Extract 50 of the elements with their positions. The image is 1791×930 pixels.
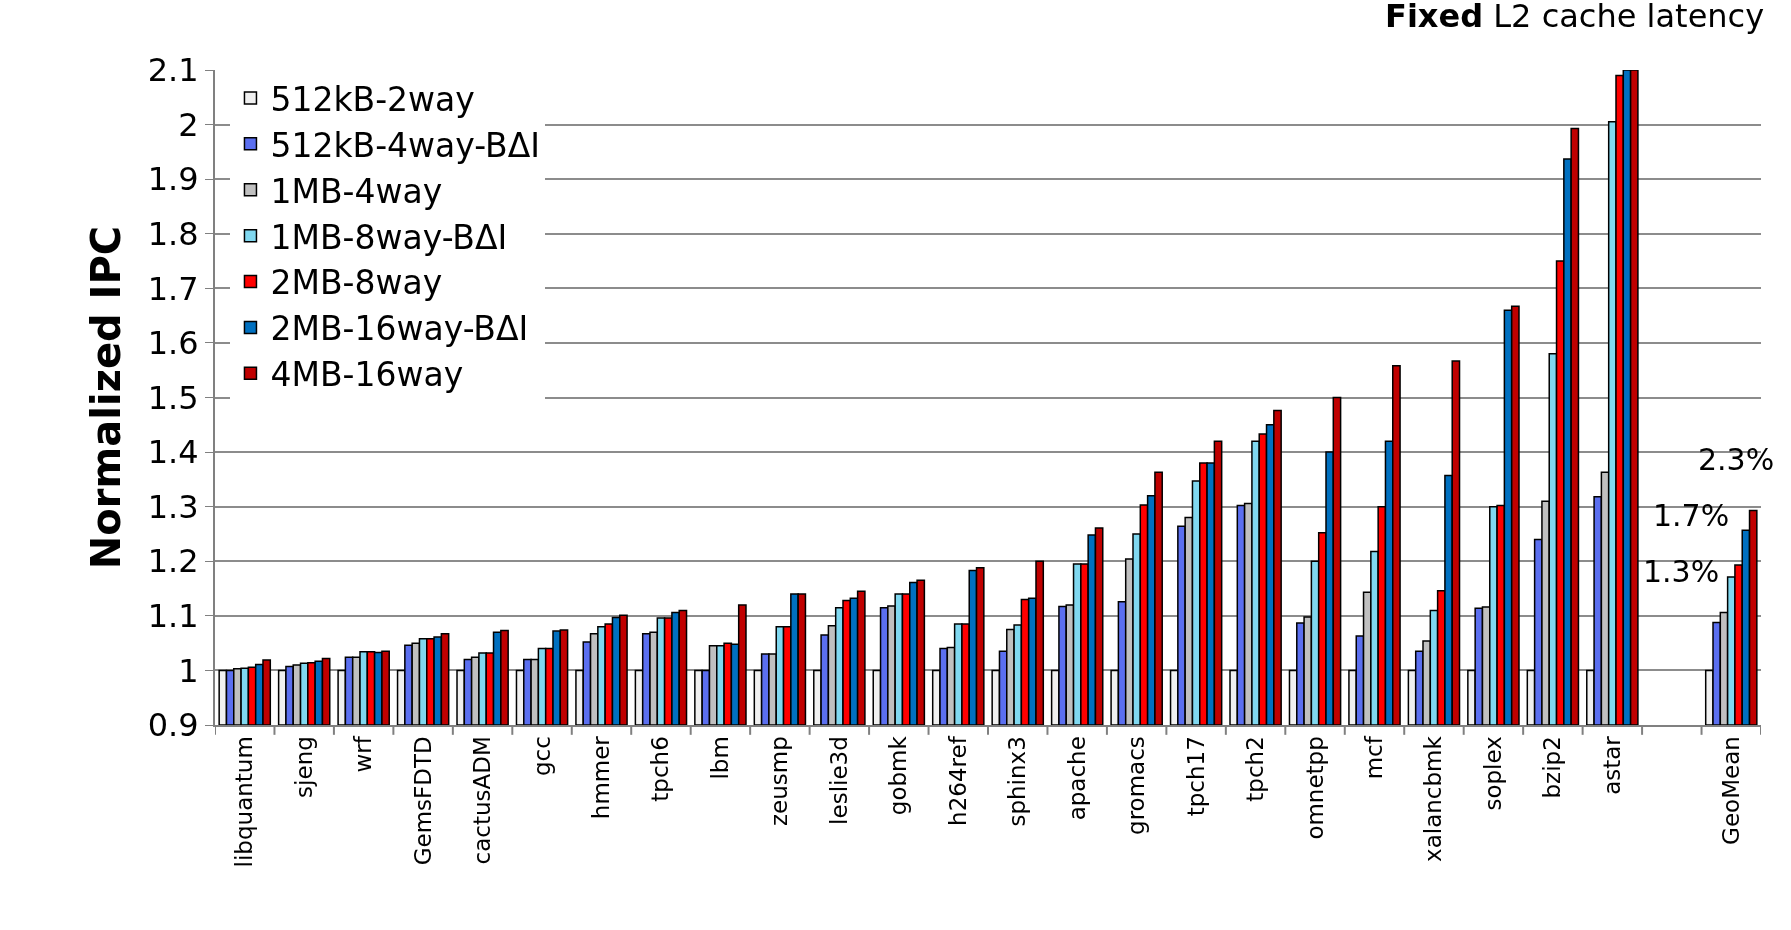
x-tick-label: h264ref — [944, 735, 971, 826]
x-tick-label: sjeng — [290, 736, 317, 798]
y-tick-label: 1.5 — [147, 378, 199, 417]
x-tick-label: gcc — [528, 736, 555, 777]
x-tick-label: apache — [1063, 736, 1090, 821]
x-tick-label: sphinx3 — [1004, 736, 1031, 827]
x-tick-label: astar — [1598, 735, 1625, 795]
y-axis-title: Normalized IPC — [82, 225, 129, 570]
x-tick-label: tpch6 — [647, 736, 674, 802]
legend-label: 2MB-8way — [270, 263, 443, 303]
y-tick-label: 1.8 — [147, 214, 199, 253]
annotation: 2.3% — [1698, 442, 1775, 477]
x-tick-label: gromacs — [1123, 736, 1150, 835]
x-tick-label: soplex — [1479, 736, 1506, 811]
legend-label: 1MB-8way-BΔI — [270, 217, 508, 257]
y-tick-label: 1.7 — [147, 269, 199, 308]
x-tick-label: GeoMean — [1717, 736, 1744, 845]
annotation: 1.3% — [1643, 554, 1720, 589]
chart-title: Fixed L2 cache latency — [1385, 0, 1765, 36]
x-tick-label: lbm — [706, 736, 733, 780]
y-tick-label: 1.6 — [147, 324, 199, 363]
x-tick-label: tpch2 — [1242, 736, 1269, 802]
annotation: 1.7% — [1653, 498, 1730, 533]
x-tick-label: hmmer — [587, 735, 614, 820]
y-tick-label: 1 — [178, 651, 199, 690]
x-tick-label: GemsFDTD — [409, 736, 436, 866]
y-tick-label: 2 — [178, 105, 199, 144]
x-tick-label: zeusmp — [766, 736, 793, 826]
y-tick-label: 2.1 — [147, 51, 199, 90]
x-tick-label: leslie3d — [825, 736, 852, 825]
legend-label: 2MB-16way-BΔI — [270, 309, 529, 349]
x-tick-label: wrf — [350, 735, 377, 773]
legend-label: 1MB-4way — [270, 171, 443, 211]
legend-label: 512kB-2way — [270, 79, 475, 119]
y-tick-label: 0.9 — [147, 706, 199, 745]
x-tick-label: gobmk — [885, 735, 912, 816]
x-tick-label: mcf — [1360, 735, 1387, 780]
y-tick-label: 1.2 — [147, 542, 199, 581]
y-tick-label: 1.3 — [147, 487, 199, 526]
x-tick-label: omnetpp — [1301, 736, 1328, 840]
legend-label: 4MB-16way — [270, 355, 464, 395]
x-tick-label: libquantum — [231, 736, 258, 868]
x-tick-label: bzip2 — [1539, 736, 1566, 799]
x-tick-label: tpch17 — [1182, 736, 1209, 817]
x-tick-label: cactusADM — [469, 736, 496, 865]
y-tick-label: 1.1 — [147, 597, 199, 636]
y-tick-label: 1.9 — [147, 160, 199, 199]
x-tick-label: xalancbmk — [1420, 735, 1447, 862]
y-tick-label: 1.4 — [147, 433, 199, 472]
legend-label: 512kB-4way-BΔI — [270, 125, 540, 165]
